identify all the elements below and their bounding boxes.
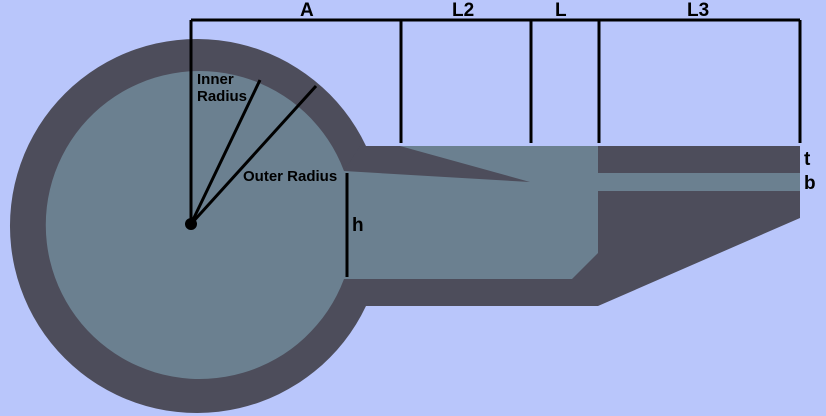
wedge-slot	[344, 146, 530, 182]
dimension-label-l3: L3	[687, 0, 710, 21]
center-point	[185, 218, 197, 230]
dimension-label-l2: L2	[452, 0, 475, 21]
b-label: b	[804, 173, 816, 194]
outer-radius-label: Outer Radius	[243, 168, 338, 185]
t-label: t	[804, 149, 811, 170]
inner-cavity	[45, 71, 800, 380]
dimension-label-l: L	[555, 0, 567, 21]
inner-radius-label-line2: Radius	[197, 88, 248, 105]
dimension-label-a: A	[300, 0, 314, 21]
h-label: h	[352, 215, 364, 236]
inner-radius-label-line1: Inner	[197, 71, 234, 88]
dimension-lines	[189, 18, 802, 277]
